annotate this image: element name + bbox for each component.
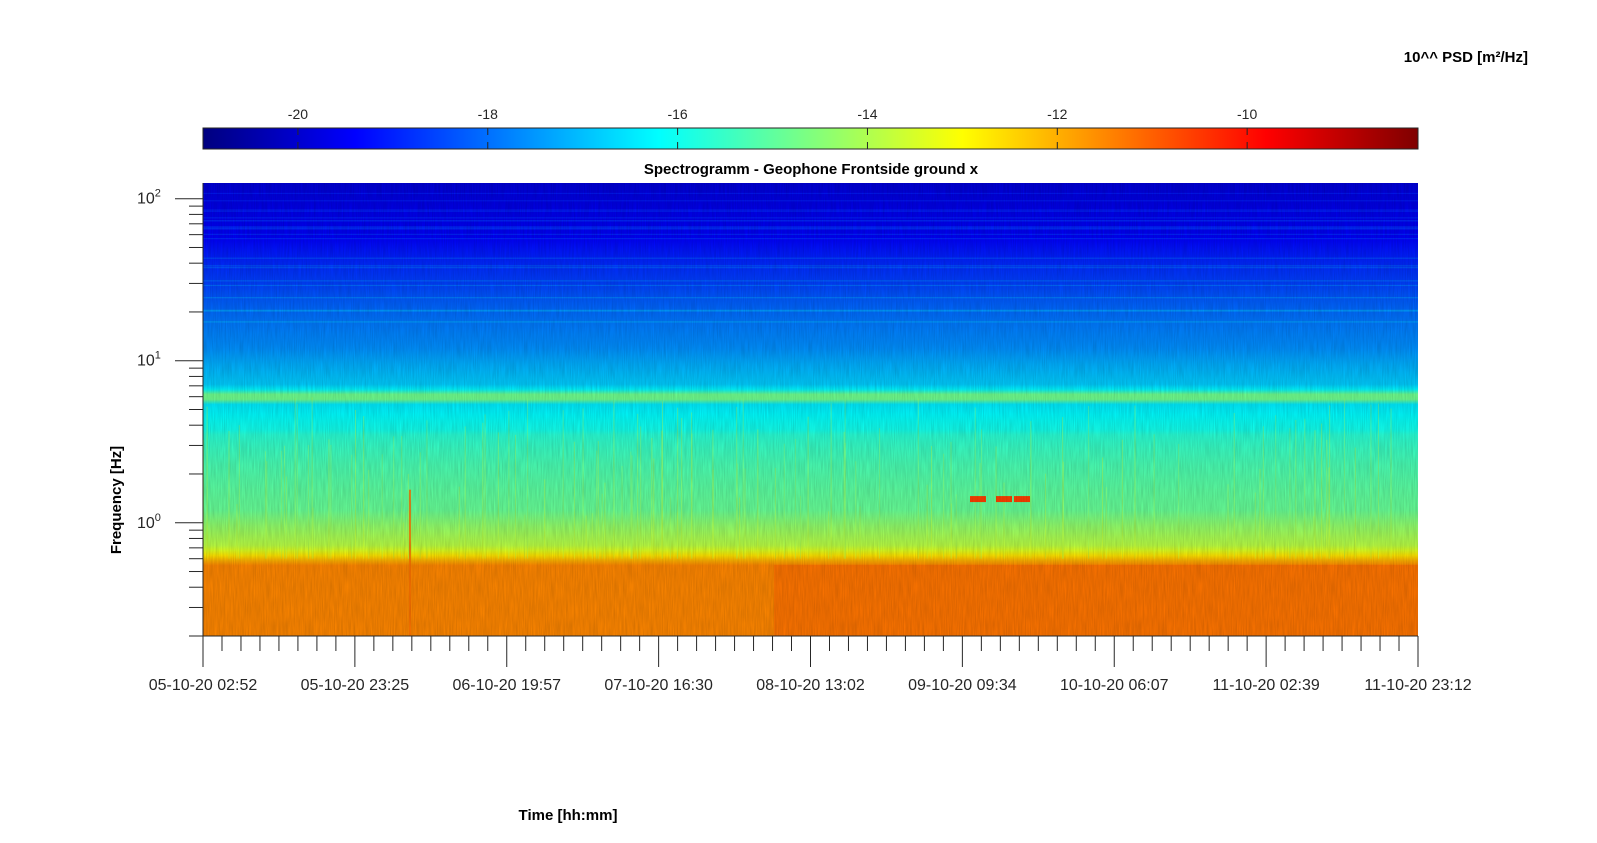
colorbar-tick-label: -16 xyxy=(667,106,687,122)
chart-title: Spectrogramm - Geophone Frontside ground… xyxy=(644,161,979,178)
colorbar-ticks: -20 -18 -16 -14 -12 -10 xyxy=(288,106,1257,149)
x-axis-label: Time [hh:mm] xyxy=(519,807,618,824)
x-axis: 05-10-20 02:52 05-10-20 23:25 06-10-20 19:… xyxy=(149,635,1472,694)
x-tick-label: 05-10-20 23:25 xyxy=(301,677,410,694)
spectrogram-image xyxy=(203,183,1418,636)
colorbar-tick-label: -20 xyxy=(288,106,308,122)
y-tick-label: 102 xyxy=(137,188,161,208)
colorbar-tick-label: -14 xyxy=(857,106,877,122)
x-tick-label: 07-10-20 16:30 xyxy=(604,677,713,694)
x-tick-label: 11-10-20 23:12 xyxy=(1364,677,1471,694)
y-tick-label: 100 xyxy=(137,512,161,532)
x-tick-label: 11-10-20 02:39 xyxy=(1212,677,1319,694)
colorbar-tick-label: -10 xyxy=(1237,106,1257,122)
x-tick-label: 08-10-20 13:02 xyxy=(756,677,865,694)
colorbar-strip xyxy=(202,127,1419,150)
y-axis-label: Frequency [Hz] xyxy=(108,446,125,554)
x-tick-label: 05-10-20 02:52 xyxy=(149,677,258,694)
noise-texture xyxy=(203,183,1418,636)
y-axis: 100 101 102 xyxy=(137,183,204,637)
x-tick-label: 06-10-20 19:57 xyxy=(452,677,561,694)
x-tick-label: 09-10-20 09:34 xyxy=(908,677,1017,694)
y-tick-label: 101 xyxy=(137,350,161,370)
colorbar-label: 10^^ PSD [m²/Hz] xyxy=(1404,49,1528,66)
colorbar-tick-label: -18 xyxy=(478,106,498,122)
x-tick-label: 10-10-20 06:07 xyxy=(1060,677,1169,694)
colorbar-tick-label: -12 xyxy=(1047,106,1067,122)
colorbar: -20 -18 -16 -14 -12 -10 xyxy=(202,106,1419,150)
